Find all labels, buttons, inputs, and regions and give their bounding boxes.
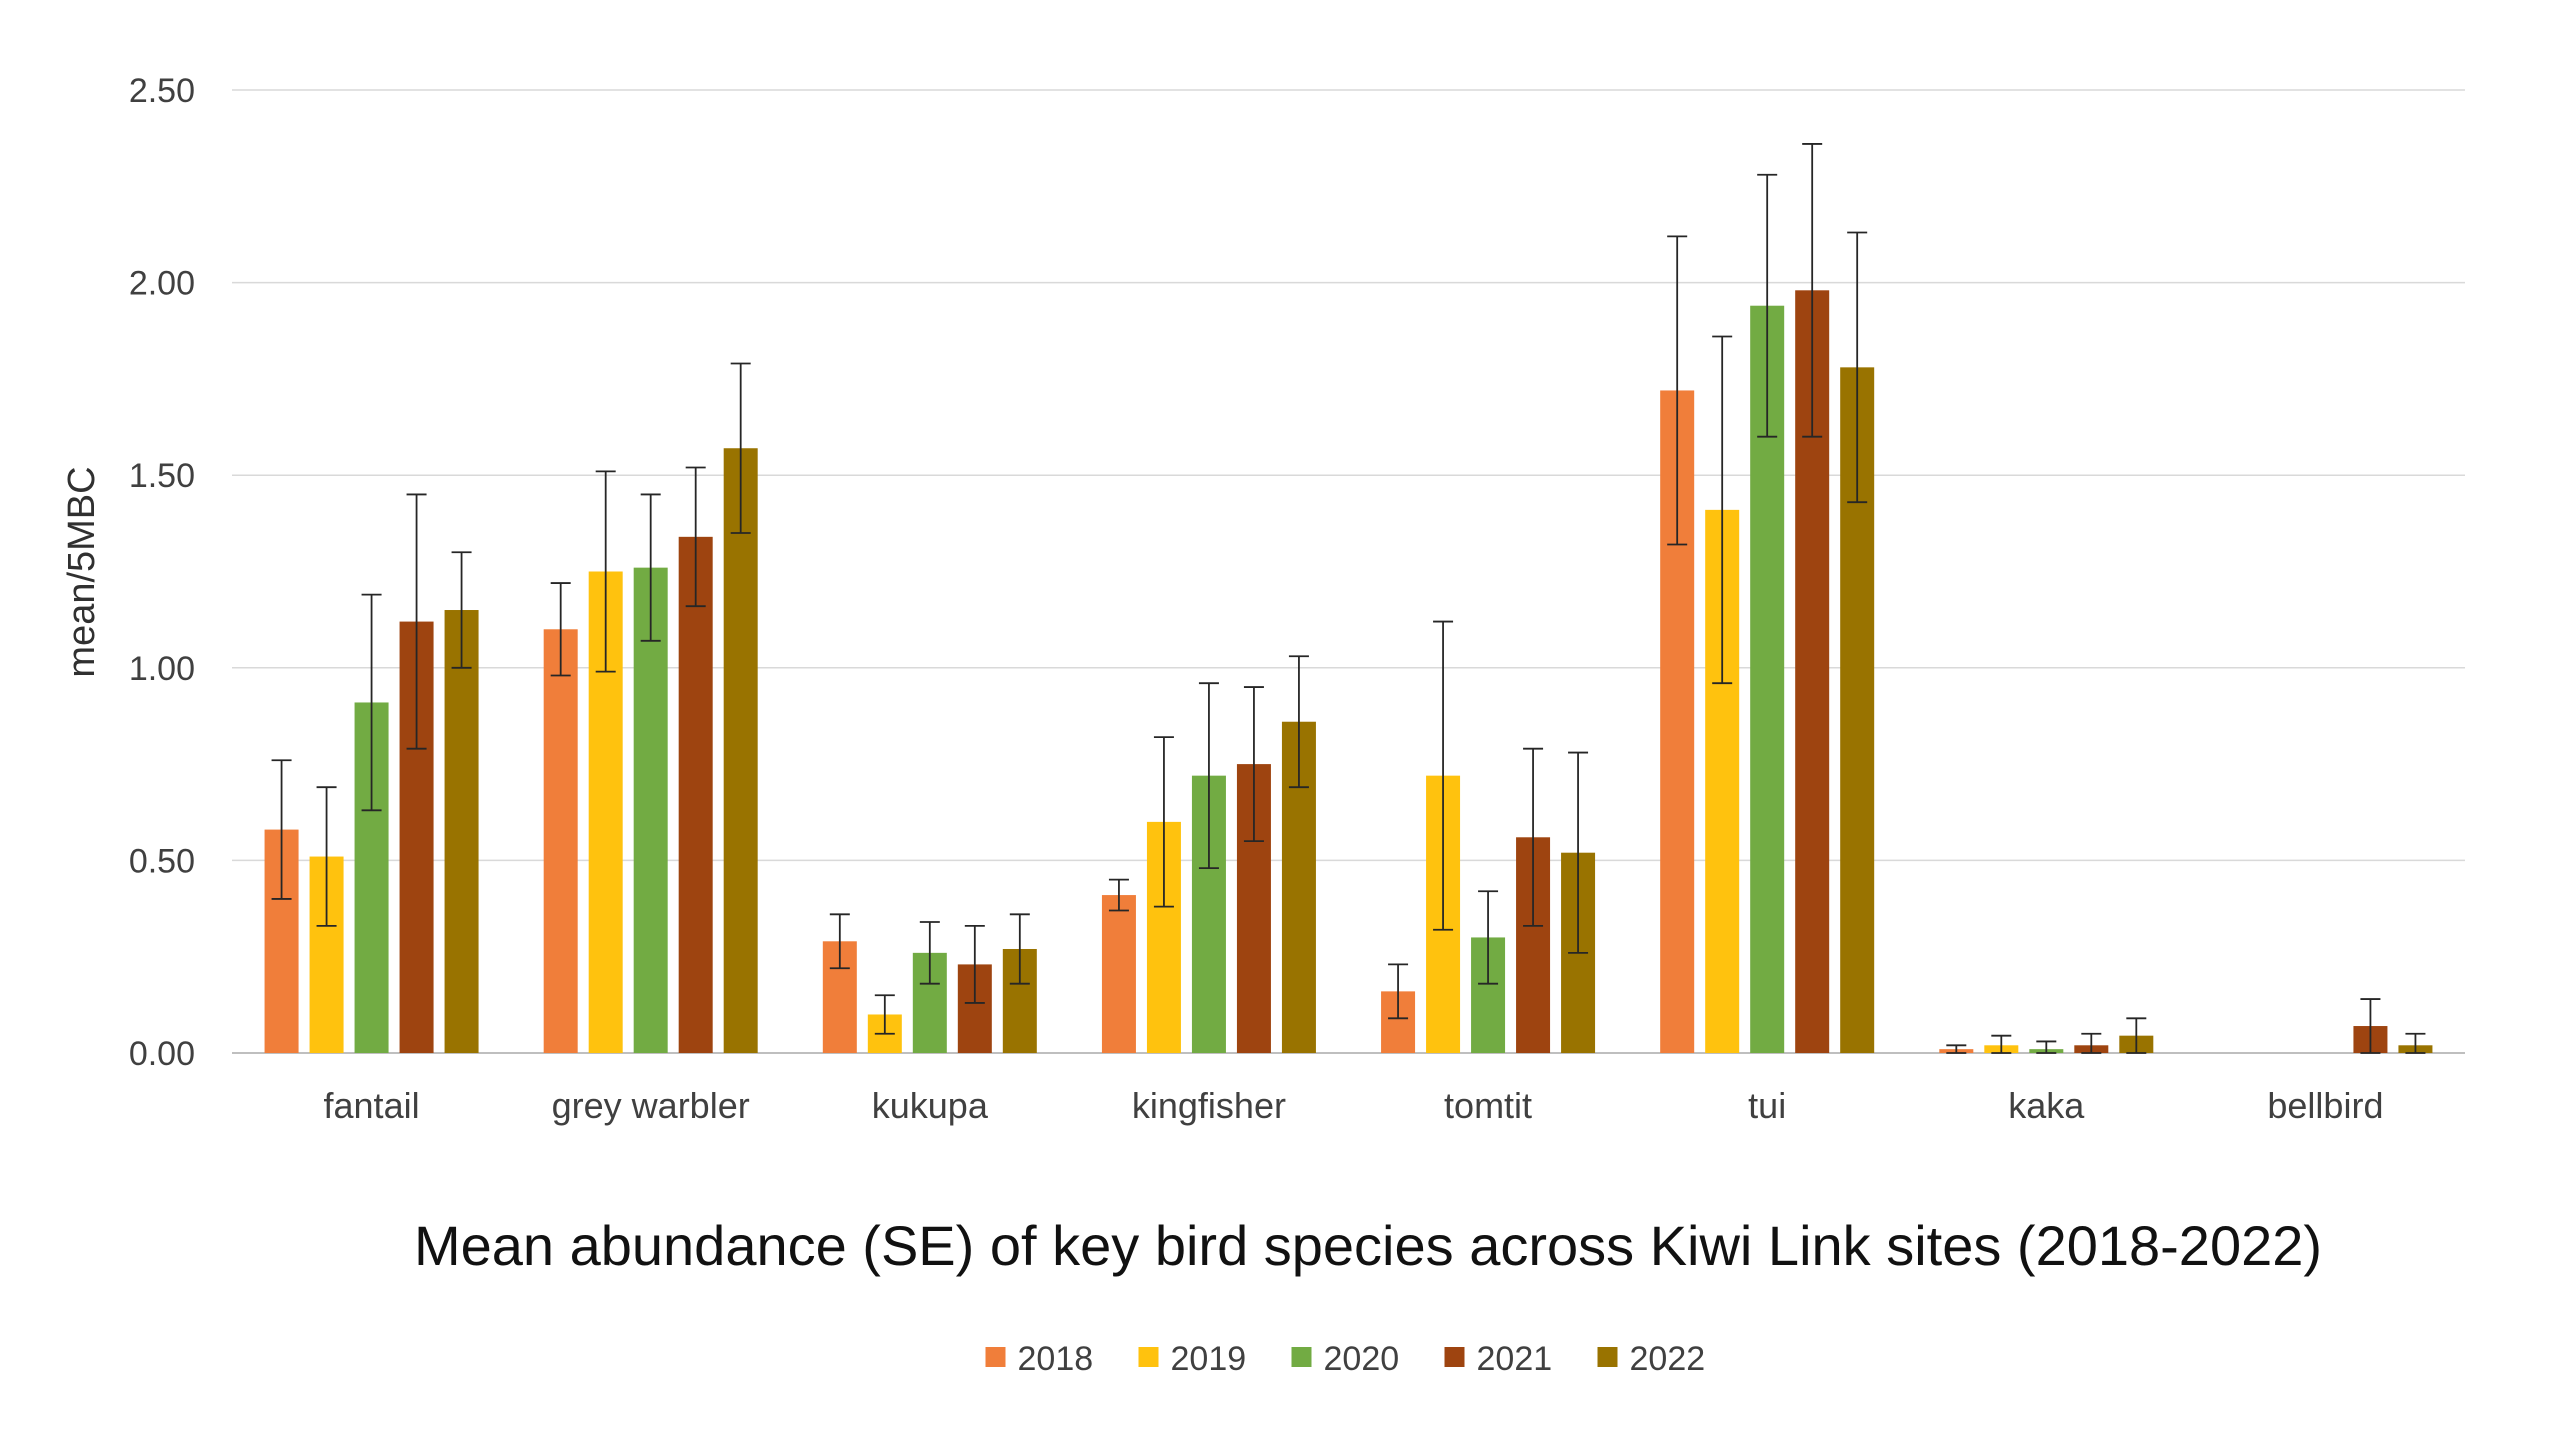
category-label: tui	[1748, 1085, 1786, 1126]
legend-swatch-2022	[1597, 1347, 1618, 1367]
legend-label: 2019	[1171, 1340, 1247, 1378]
y-tick-label: 1.00	[129, 650, 195, 688]
legend-label: 2020	[1324, 1340, 1400, 1378]
y-tick-label: 2.00	[129, 265, 195, 303]
category-label: tomtit	[1444, 1085, 1532, 1126]
category-label: fantail	[324, 1085, 420, 1126]
legend-label: 2018	[1018, 1340, 1094, 1378]
legend: 2018 2019 2020 2021 2022	[985, 1340, 1706, 1378]
y-tick-label: 2.50	[129, 72, 195, 110]
y-tick-label: 0.00	[129, 1035, 195, 1073]
bar-2018	[543, 629, 578, 1053]
y-tick-label: 0.50	[129, 842, 195, 880]
y-axis-ticks: 0.00 0.50 1.00 1.50 2.00 2.50	[129, 72, 195, 1073]
y-tick-label: 1.50	[129, 457, 195, 495]
category-label: grey warbler	[552, 1085, 750, 1126]
category-label: kingfisher	[1132, 1085, 1286, 1126]
legend-label: 2022	[1630, 1340, 1706, 1378]
bars	[264, 290, 2433, 1054]
bar-2018	[1101, 895, 1136, 1053]
error-bars	[271, 143, 2426, 1054]
legend-swatch-2021	[1444, 1347, 1465, 1367]
legend-swatch-2020	[1291, 1347, 1312, 1367]
x-axis-categories: fantail grey warbler kukupa kingfisher tomti…	[324, 1085, 2384, 1126]
y-axis-title: mean/5MBC	[61, 466, 103, 677]
bar-2022	[723, 448, 758, 1054]
bar-2020	[633, 567, 668, 1053]
legend-label: 2021	[1477, 1340, 1553, 1378]
chart-title: Mean abundance (SE) of key bird species …	[414, 1214, 2322, 1277]
bar-2022	[444, 610, 479, 1053]
category-label: kukupa	[872, 1085, 989, 1126]
category-label: kaka	[2008, 1085, 2085, 1126]
category-label: bellbird	[2267, 1085, 2383, 1126]
legend-swatch-2018	[985, 1347, 1006, 1367]
bar-2021	[678, 536, 713, 1053]
legend-swatch-2019	[1138, 1347, 1159, 1367]
